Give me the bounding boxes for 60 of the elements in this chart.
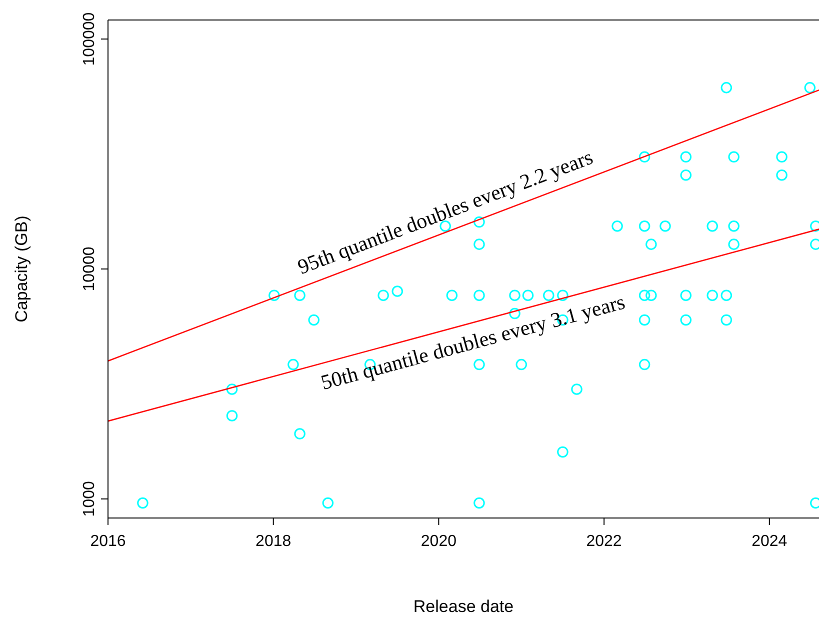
y-axis-title: Capacity (GB) (12, 216, 31, 322)
point (720, 82, 732, 94)
point (446, 290, 458, 301)
point (776, 169, 788, 181)
point (638, 220, 650, 232)
point (308, 314, 320, 326)
point (804, 82, 816, 94)
point (728, 220, 740, 232)
point (680, 290, 692, 301)
point (226, 384, 238, 395)
point (522, 290, 534, 301)
point (680, 151, 692, 163)
point (288, 358, 299, 370)
point (612, 220, 623, 232)
point (294, 428, 306, 440)
point (571, 384, 582, 395)
annotation: 50th quantile doubles every 3.1 years (318, 290, 628, 395)
point (392, 286, 403, 297)
point (474, 497, 485, 509)
point (226, 410, 238, 422)
point (638, 314, 650, 326)
y-tick-label: 100000 (81, 12, 98, 66)
point (137, 497, 148, 509)
point (646, 238, 657, 250)
x-tick-label: 2020 (420, 533, 457, 550)
point (474, 238, 485, 250)
point (543, 290, 554, 301)
point (322, 497, 334, 509)
point (474, 290, 485, 301)
point (728, 151, 740, 163)
point (294, 290, 306, 301)
point (720, 290, 732, 301)
point (706, 290, 718, 301)
y-tick-label: 1000 (81, 481, 98, 517)
x-tick-label: 2018 (256, 533, 292, 550)
point (660, 220, 671, 232)
point (720, 314, 732, 326)
point (728, 238, 740, 250)
y-tick-label: 10000 (81, 246, 98, 292)
point (268, 290, 280, 301)
point (680, 314, 692, 326)
x-axis-title: Release date (413, 597, 514, 616)
point (706, 220, 718, 232)
point (638, 151, 650, 163)
point (474, 216, 485, 228)
x-tick-label: 2016 (90, 533, 126, 550)
x-tick-label: 2022 (586, 533, 622, 550)
point (474, 358, 485, 370)
point (557, 290, 568, 301)
x-tick-label: 2024 (752, 533, 788, 550)
point (638, 358, 650, 370)
point (638, 290, 650, 301)
point (378, 290, 389, 301)
point (646, 290, 657, 301)
point (776, 151, 788, 163)
point (680, 169, 692, 181)
point (557, 446, 568, 458)
point (509, 308, 520, 320)
point (516, 358, 528, 370)
point (509, 290, 520, 301)
